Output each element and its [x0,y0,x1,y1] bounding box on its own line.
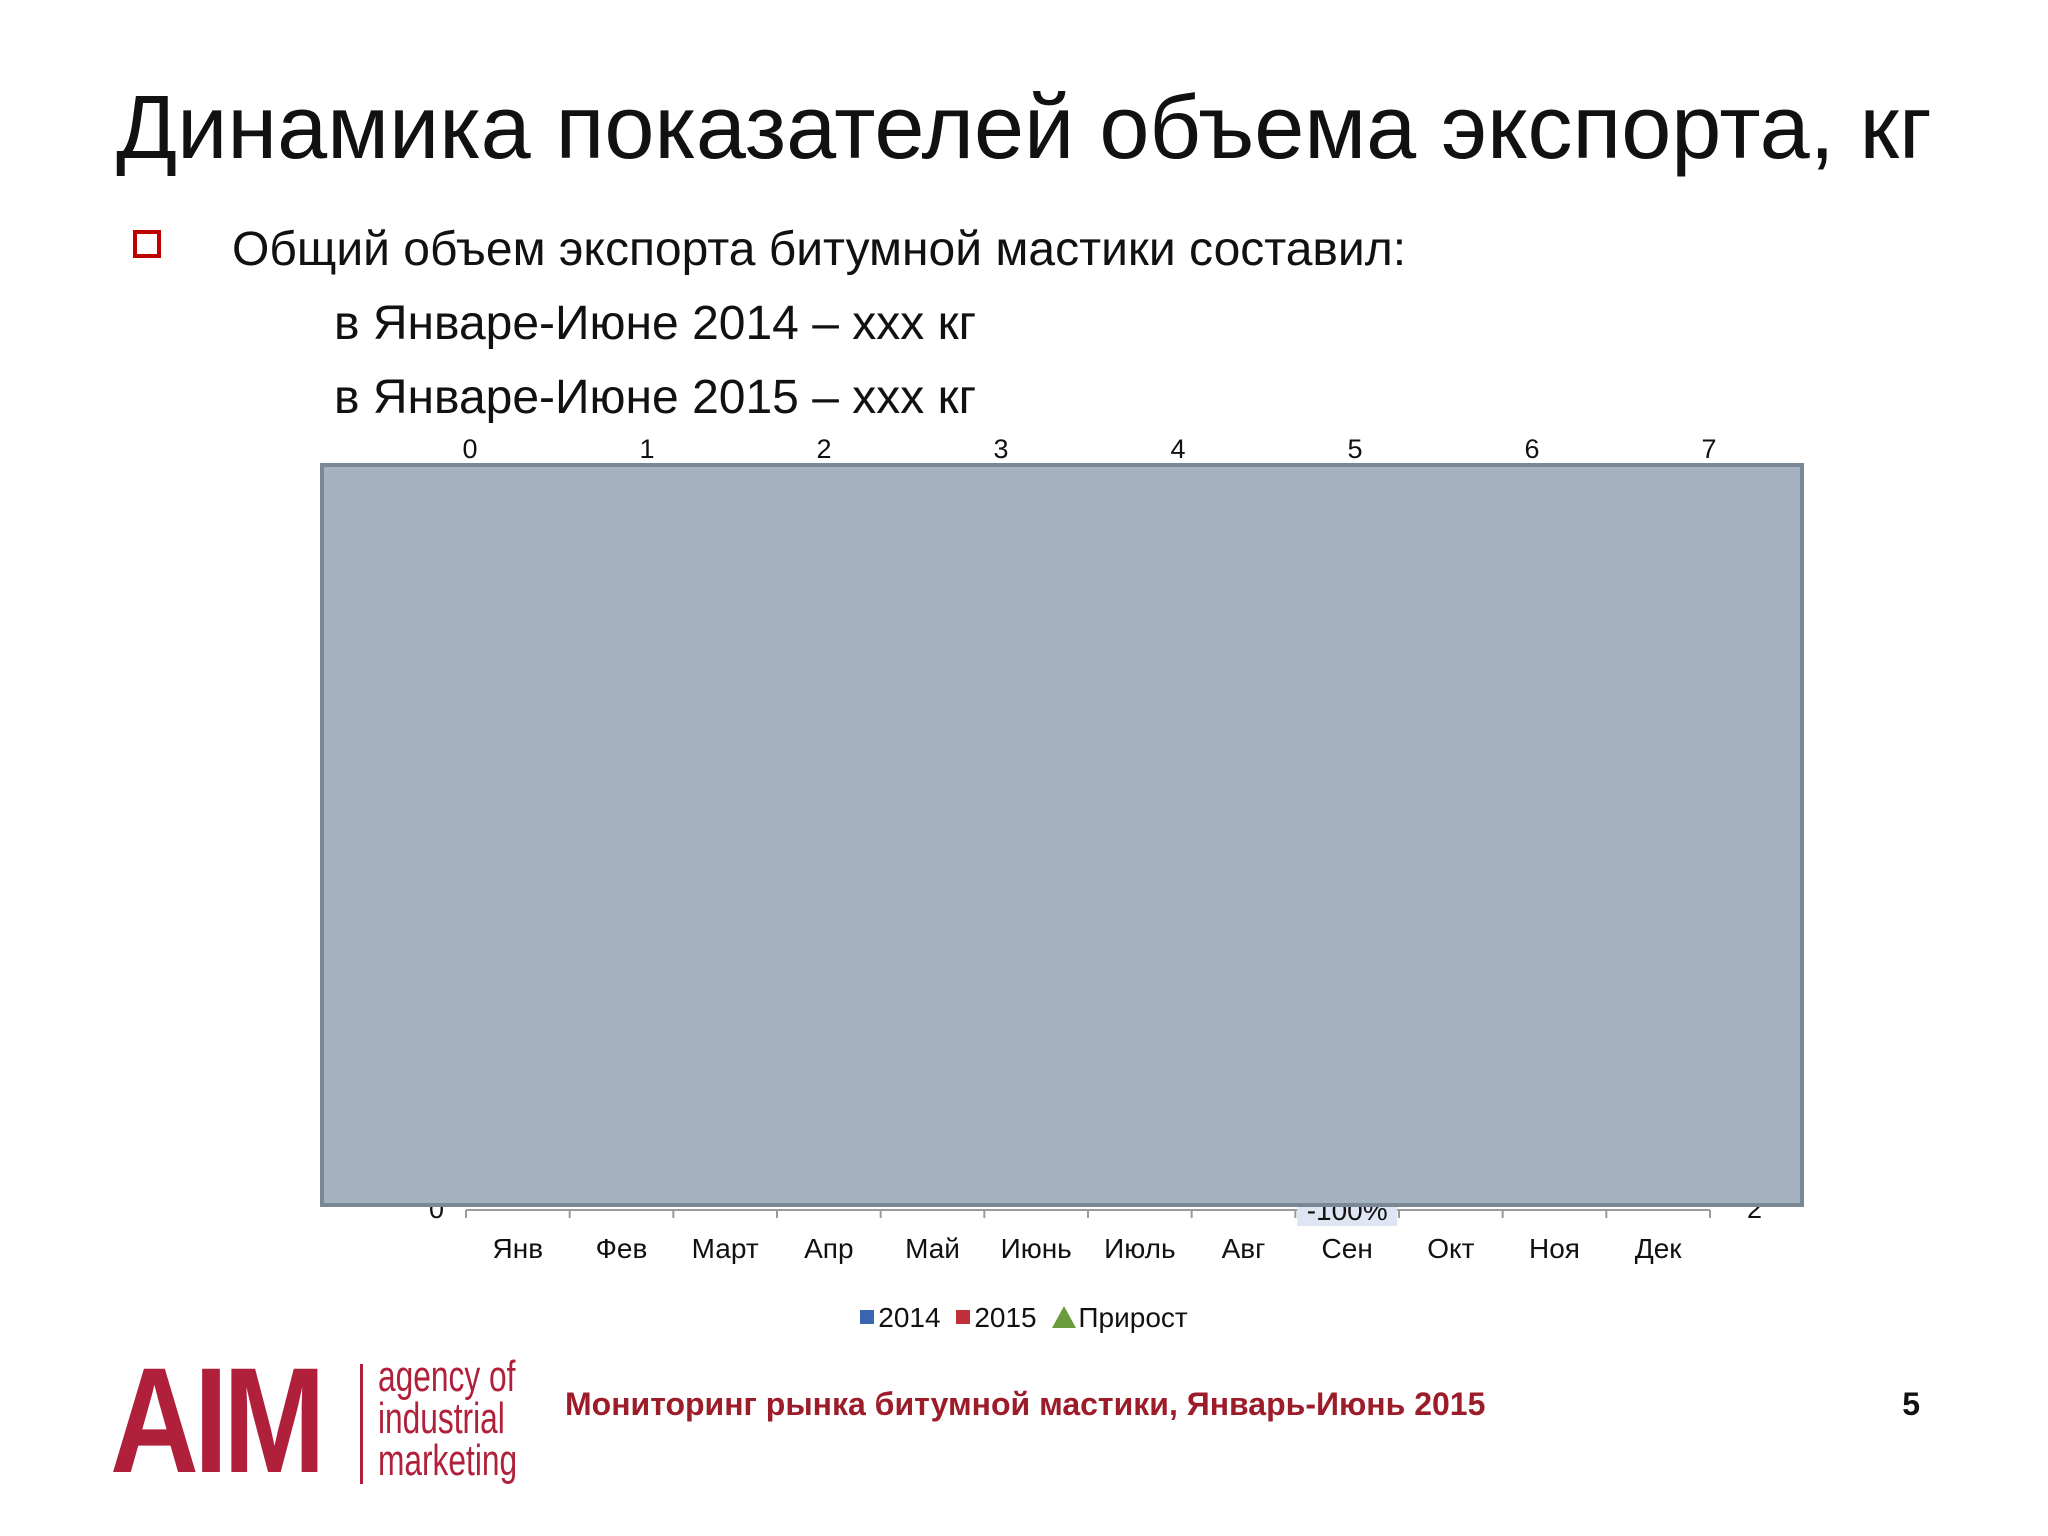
category-label: Фев [596,1233,648,1264]
legend-label-2014: 2014 [878,1302,941,1333]
category-label: Авг [1222,1233,1266,1264]
legend-label-2015: 2015 [974,1302,1037,1333]
logo-tagline-line-1: agency of [378,1352,516,1401]
logo-tagline-line-2: industrial [378,1394,505,1443]
logo-divider [360,1364,363,1484]
category-label: Дек [1635,1233,1683,1264]
category-label: Июль [1104,1233,1175,1264]
secondary-x-tick-label: 7 [1701,434,1716,464]
summary-line-2015: в Январе-Июне 2015 – ххх кг [334,371,977,424]
secondary-x-tick-label: 3 [993,434,1008,464]
bullet-text: Общий объем экспорта битумной мастики со… [232,223,1407,276]
chart-overlay-box [320,463,1804,1207]
logo-tagline: agency of industrial marketing [378,1352,518,1485]
chart-legend: 2014 2015 Прирост [0,1301,2048,1335]
logo-wordmark: AIM [110,1336,326,1504]
category-label: Янв [493,1233,544,1264]
legend-swatch-2015 [956,1309,971,1324]
secondary-x-tick-label: 6 [1524,434,1539,464]
category-label: Июнь [1001,1233,1072,1264]
logo-tagline-line-3: marketing [378,1436,518,1485]
legend-item-2015: 2015 [956,1301,1037,1335]
legend-triangle-icon [1052,1305,1077,1328]
category-label: Март [692,1233,759,1264]
category-label: Окт [1427,1233,1474,1264]
legend-item-2014: 2014 [860,1301,941,1335]
secondary-x-tick-label: 1 [639,434,654,464]
category-label: Май [905,1233,960,1264]
secondary-x-tick-label: 0 [462,434,477,464]
secondary-x-tick-label: 4 [1170,434,1185,464]
category-label: Сен [1322,1233,1373,1264]
category-label: Апр [804,1233,853,1264]
legend-item-growth: Прирост [1052,1301,1188,1335]
secondary-x-tick-label: 5 [1347,434,1362,464]
footer-text: Мониторинг рынка битумной мастики, Январ… [565,1386,1486,1422]
summary-line-2014: в Январе-Июне 2014 – ххх кг [334,297,977,350]
slide-title: Динамика показателей объема экспорта, кг [116,78,1932,178]
page-number: 5 [1902,1386,1920,1422]
category-label: Ноя [1529,1233,1580,1264]
bullet-square-icon [133,230,161,258]
secondary-x-tick-label: 2 [816,434,831,464]
aim-logo: AIM agency of industrial marketing [110,1336,530,1504]
legend-swatch-2014 [860,1309,875,1324]
legend-label-growth: Прирост [1078,1302,1188,1333]
